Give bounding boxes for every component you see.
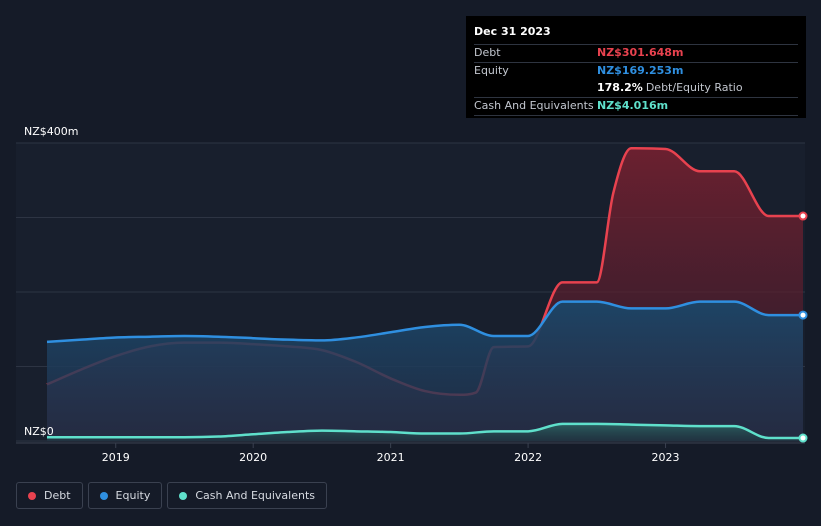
x-tick-label: 2022 xyxy=(514,451,542,464)
legend-item-debt[interactable]: Debt xyxy=(16,482,83,509)
tooltip-debt-label: Debt xyxy=(474,46,501,59)
cash-line xyxy=(47,422,803,440)
tooltip-ratio-value: 178.2% xyxy=(597,81,643,94)
tooltip-ratio-label: Debt/Equity Ratio xyxy=(645,81,743,94)
tooltip-row-debt: Debt NZ$301.648m xyxy=(474,45,798,63)
y-axis-bottom-label: NZ$0 xyxy=(24,425,54,438)
equity-end-point xyxy=(798,310,808,320)
tooltip-equity-value: NZ$169.253m xyxy=(597,64,684,77)
legend-debt-label: Debt xyxy=(44,489,71,502)
tooltip-row-equity: Equity NZ$169.253m xyxy=(474,63,798,80)
tooltip-debt-value: NZ$301.648m xyxy=(597,46,684,59)
y-axis-top-label: NZ$400m xyxy=(24,125,79,138)
tooltip-panel: Dec 31 2023 Debt NZ$301.648m Equity NZ$1… xyxy=(466,16,806,118)
legend-cash-label: Cash And Equivalents xyxy=(195,489,315,502)
legend-equity-label: Equity xyxy=(115,489,151,502)
tooltip-cash-value: NZ$4.016m xyxy=(597,99,669,112)
tooltip-row-cash: Cash And Equivalents NZ$4.016m xyxy=(474,98,798,116)
series-layer xyxy=(46,146,808,443)
cash-end-point xyxy=(798,433,808,443)
x-tick-label: 2019 xyxy=(102,451,130,464)
equity-dot-icon xyxy=(99,491,108,500)
x-tick-label: 2020 xyxy=(239,451,267,464)
x-tick-label: 2021 xyxy=(377,451,405,464)
tooltip-date: Dec 31 2023 xyxy=(474,24,798,45)
equity-area xyxy=(47,301,803,441)
x-axis: 2019 2020 2021 2022 2023 xyxy=(16,442,805,464)
cash-dot-icon xyxy=(179,491,188,500)
tooltip-row-ratio: 178.2% Debt/Equity Ratio xyxy=(474,80,798,98)
tooltip-equity-label: Equity xyxy=(474,64,509,77)
debt-end-point xyxy=(798,211,808,221)
legend: Debt Equity Cash And Equivalents xyxy=(16,482,332,509)
legend-item-cash[interactable]: Cash And Equivalents xyxy=(167,482,327,509)
tooltip-cash-label: Cash And Equivalents xyxy=(474,99,594,112)
equity-line xyxy=(46,300,803,344)
x-tick-label: 2023 xyxy=(652,451,680,464)
debt-dot-icon xyxy=(28,491,36,500)
legend-item-equity[interactable]: Equity xyxy=(87,482,163,509)
